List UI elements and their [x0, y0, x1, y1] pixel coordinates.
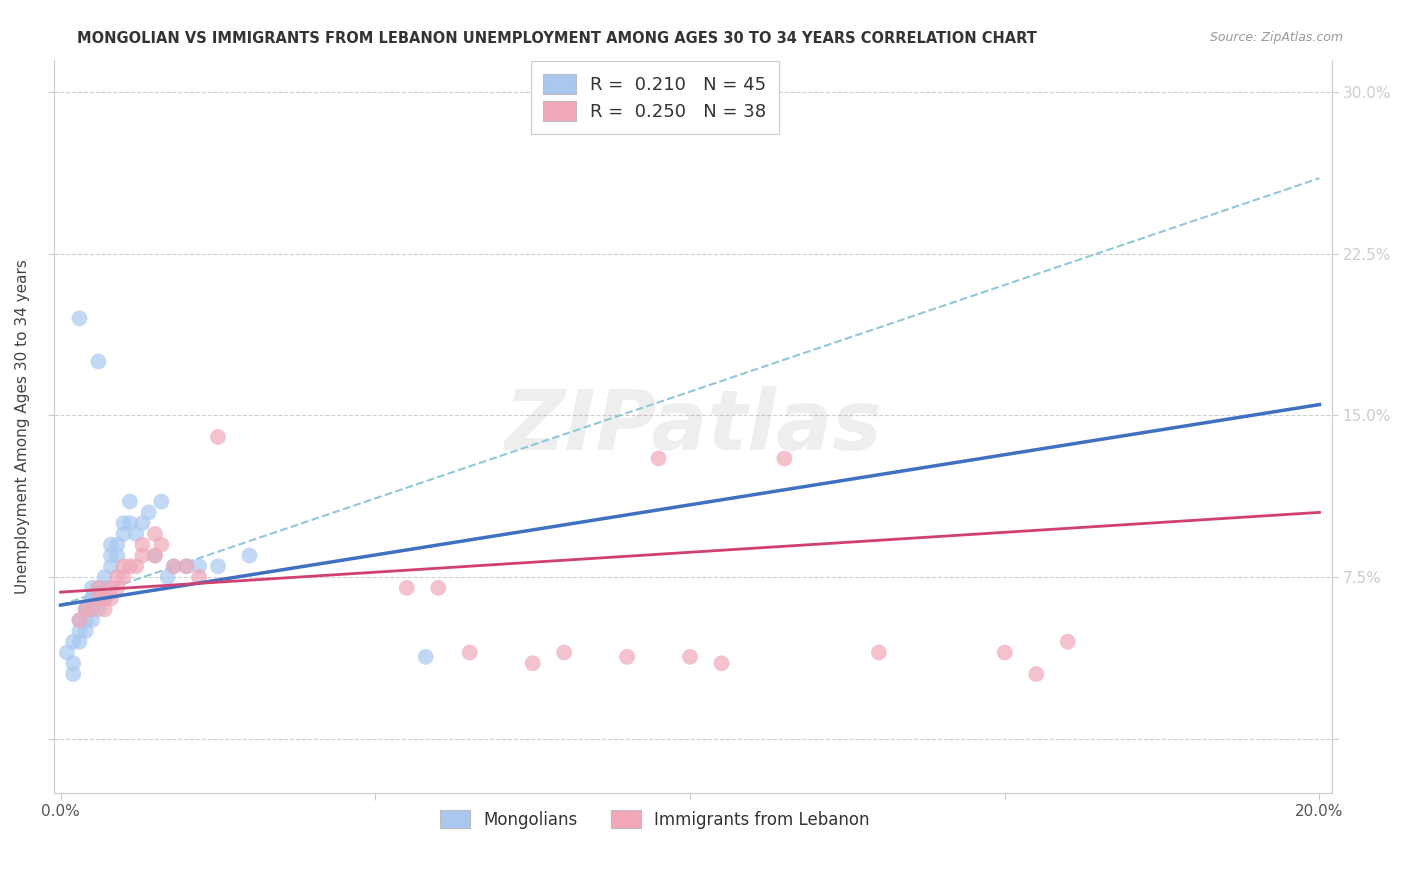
Point	[112, 570, 135, 584]
Point	[80, 591, 103, 606]
Point	[868, 646, 890, 660]
Point	[427, 581, 450, 595]
Point	[87, 591, 110, 606]
Point	[100, 581, 122, 595]
Point	[207, 559, 229, 574]
Point	[80, 613, 103, 627]
Point	[238, 549, 260, 563]
Point	[131, 516, 153, 530]
Point	[105, 581, 128, 595]
Point	[87, 354, 110, 368]
Point	[1025, 667, 1047, 681]
Point	[118, 494, 141, 508]
Point	[105, 570, 128, 584]
Point	[80, 602, 103, 616]
Point	[395, 581, 418, 595]
Point	[143, 527, 166, 541]
Point	[69, 634, 91, 648]
Point	[93, 602, 115, 616]
Point	[710, 657, 733, 671]
Point	[87, 581, 110, 595]
Point	[100, 559, 122, 574]
Text: ZIPatlas: ZIPatlas	[505, 385, 882, 467]
Point	[415, 649, 437, 664]
Point	[118, 559, 141, 574]
Point	[69, 613, 91, 627]
Point	[105, 538, 128, 552]
Point	[125, 559, 148, 574]
Point	[143, 549, 166, 563]
Point	[138, 505, 160, 519]
Point	[80, 602, 103, 616]
Point	[458, 646, 481, 660]
Point	[100, 538, 122, 552]
Point	[207, 430, 229, 444]
Point	[150, 538, 173, 552]
Point	[131, 538, 153, 552]
Point	[75, 613, 97, 627]
Point	[75, 602, 97, 616]
Text: Source: ZipAtlas.com: Source: ZipAtlas.com	[1209, 31, 1343, 45]
Point	[112, 559, 135, 574]
Point	[100, 549, 122, 563]
Point	[773, 451, 796, 466]
Point	[118, 516, 141, 530]
Point	[188, 570, 211, 584]
Point	[150, 494, 173, 508]
Point	[80, 591, 103, 606]
Point	[75, 602, 97, 616]
Point	[112, 527, 135, 541]
Point	[188, 559, 211, 574]
Point	[679, 649, 702, 664]
Point	[125, 527, 148, 541]
Point	[75, 602, 97, 616]
Point	[647, 451, 669, 466]
Point	[62, 634, 84, 648]
Point	[69, 311, 91, 326]
Point	[112, 516, 135, 530]
Point	[176, 559, 198, 574]
Legend: Mongolians, Immigrants from Lebanon: Mongolians, Immigrants from Lebanon	[433, 804, 876, 836]
Point	[75, 624, 97, 638]
Point	[93, 591, 115, 606]
Point	[62, 657, 84, 671]
Text: MONGOLIAN VS IMMIGRANTS FROM LEBANON UNEMPLOYMENT AMONG AGES 30 TO 34 YEARS CORR: MONGOLIAN VS IMMIGRANTS FROM LEBANON UNE…	[77, 31, 1038, 46]
Point	[994, 646, 1017, 660]
Point	[93, 581, 115, 595]
Point	[156, 570, 179, 584]
Point	[69, 613, 91, 627]
Point	[143, 549, 166, 563]
Point	[176, 559, 198, 574]
Point	[100, 591, 122, 606]
Point	[1056, 634, 1078, 648]
Point	[553, 646, 575, 660]
Point	[93, 570, 115, 584]
Point	[522, 657, 544, 671]
Point	[62, 667, 84, 681]
Point	[105, 549, 128, 563]
Point	[93, 591, 115, 606]
Point	[56, 646, 79, 660]
Point	[87, 602, 110, 616]
Point	[616, 649, 638, 664]
Point	[131, 549, 153, 563]
Point	[163, 559, 186, 574]
Point	[87, 581, 110, 595]
Point	[69, 624, 91, 638]
Point	[87, 591, 110, 606]
Y-axis label: Unemployment Among Ages 30 to 34 years: Unemployment Among Ages 30 to 34 years	[15, 259, 30, 593]
Point	[80, 581, 103, 595]
Point	[163, 559, 186, 574]
